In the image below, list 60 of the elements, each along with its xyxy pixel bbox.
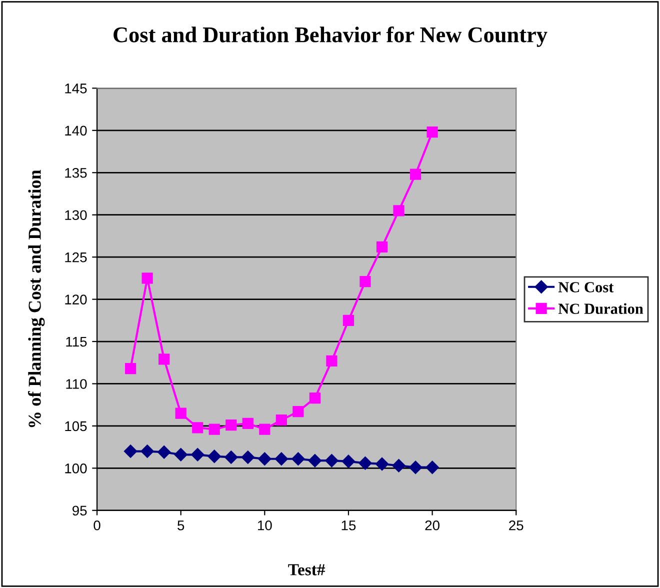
y-tick-label: 120 <box>65 294 87 304</box>
point <box>157 446 171 459</box>
y-tick-label: 130 <box>65 210 87 220</box>
point <box>124 362 136 374</box>
y-tick-label: 140 <box>65 126 87 136</box>
y-axis-title: % of Planning Cost and Duration <box>28 170 45 428</box>
point <box>224 450 238 464</box>
point <box>325 454 338 468</box>
y-tick-label: 125 <box>65 252 87 262</box>
point <box>259 424 270 435</box>
x-axis-title: Test# <box>288 564 326 576</box>
point <box>342 314 354 326</box>
point <box>426 126 438 138</box>
point <box>140 444 154 458</box>
y-tick-label: 135 <box>65 168 87 178</box>
point <box>274 452 288 466</box>
point <box>308 454 322 468</box>
point <box>375 457 389 471</box>
point <box>124 444 138 458</box>
point <box>208 424 220 435</box>
point <box>376 241 388 252</box>
point <box>208 450 221 463</box>
x-tick-label: 5 <box>178 520 184 530</box>
point <box>309 392 321 404</box>
y-tick-label: 95 <box>72 506 87 516</box>
point <box>276 414 287 426</box>
legend-label: NC Duration <box>558 303 644 314</box>
y-tick-label: 115 <box>66 336 87 347</box>
y-tick-label: 145 <box>65 84 87 94</box>
point <box>342 454 356 468</box>
point <box>191 448 204 462</box>
legend-label: NC Cost <box>558 282 614 292</box>
y-tick-label: 105 <box>65 421 87 432</box>
x-tick-label: 25 <box>509 520 524 530</box>
point <box>241 450 254 464</box>
point <box>408 460 422 474</box>
point <box>242 418 254 429</box>
point <box>393 205 404 216</box>
point <box>192 422 204 434</box>
y-tick-label: 110 <box>66 379 87 389</box>
point <box>426 460 439 474</box>
point <box>292 406 304 418</box>
point <box>258 452 272 466</box>
x-tick-label: 20 <box>425 520 440 530</box>
point <box>175 408 186 419</box>
point <box>326 355 338 366</box>
point <box>410 168 422 180</box>
y-tick-label: 100 <box>65 464 87 474</box>
point <box>292 452 305 466</box>
x-tick-label: 15 <box>342 520 356 530</box>
point <box>158 354 170 365</box>
point <box>142 272 153 284</box>
point <box>174 448 188 462</box>
chart-title: Cost and Duration Behavior for New Country <box>114 26 548 47</box>
point <box>226 420 237 431</box>
point <box>392 459 406 472</box>
x-tick-label: 0 <box>94 520 100 530</box>
point <box>358 456 372 470</box>
point <box>360 276 371 288</box>
x-tick-label: 10 <box>258 520 272 530</box>
